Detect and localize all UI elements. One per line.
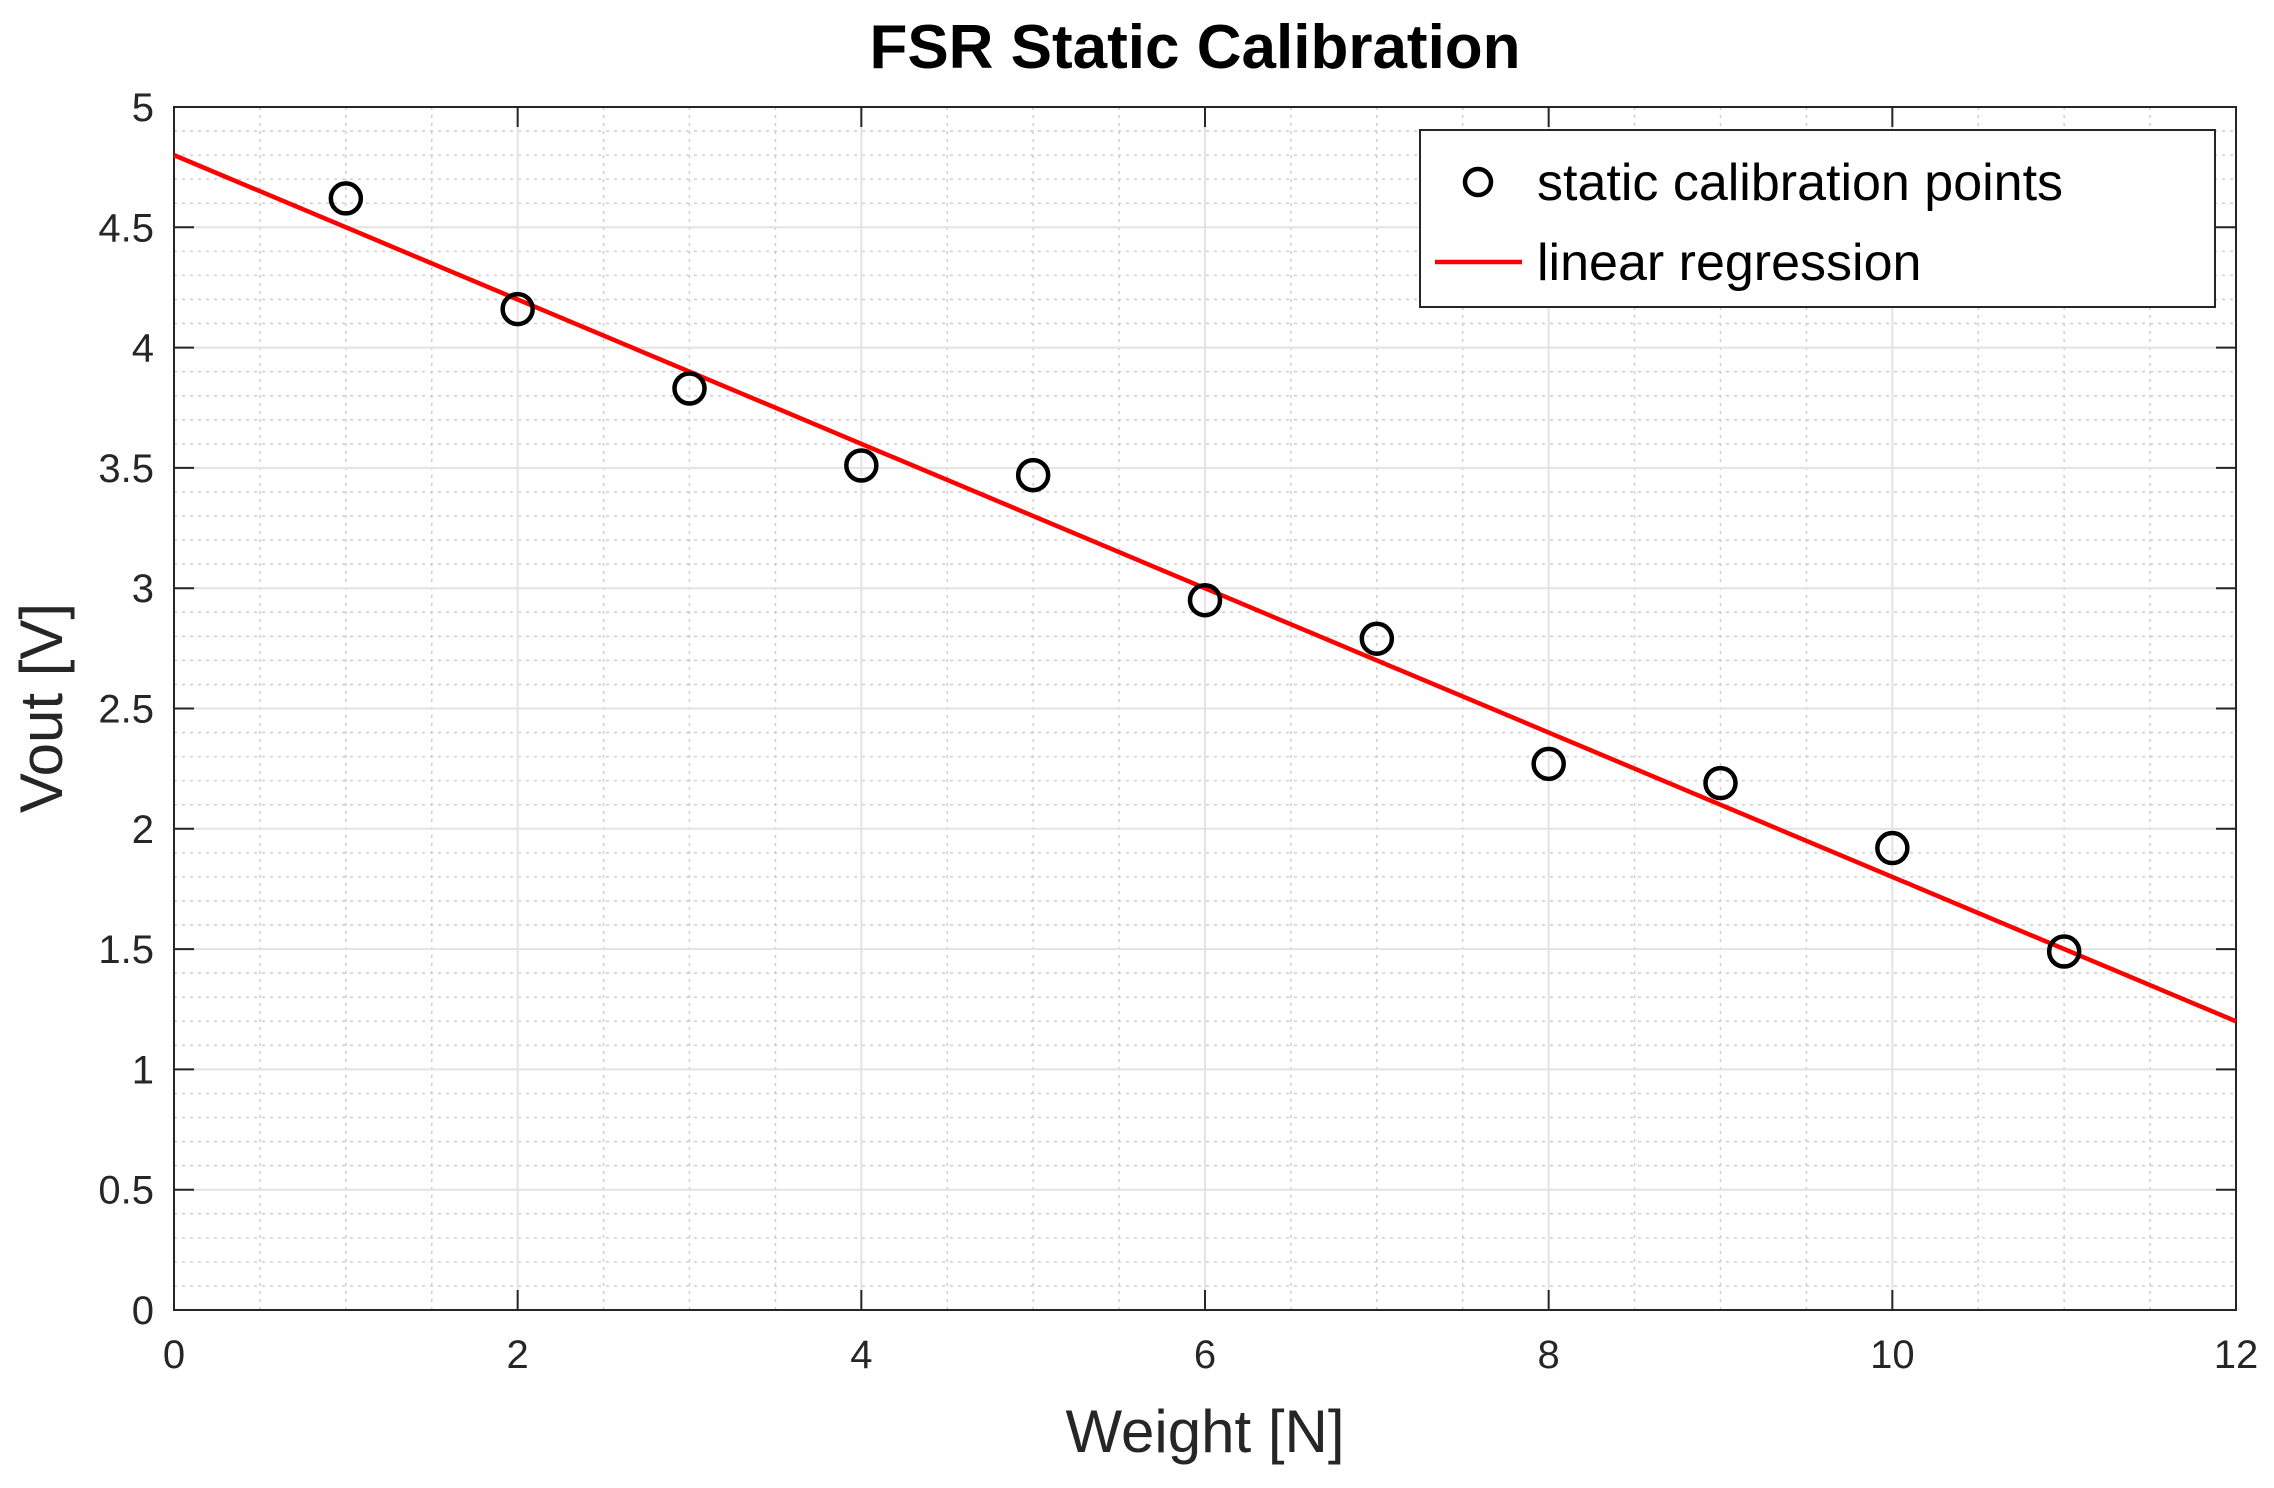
chart-title: FSR Static Calibration xyxy=(869,13,1520,82)
x-tick-label: 2 xyxy=(507,1333,529,1377)
calibration-point xyxy=(1703,765,1738,801)
legend-label-calibration-points: static calibration points xyxy=(1537,154,2063,212)
y-tick-label: 1 xyxy=(132,1048,154,1092)
calibration-point xyxy=(2046,934,2082,969)
y-tick-label: 1.5 xyxy=(98,928,154,972)
x-tick-label: 8 xyxy=(1538,1333,1560,1377)
calibration-point xyxy=(1359,621,1395,656)
y-tick-label: 5 xyxy=(132,86,154,130)
y-tick-labels: 0 0.5 1 1.5 2 2.5 3 3.5 4 4.5 5 xyxy=(98,86,154,1333)
x-tick-label: 10 xyxy=(1870,1333,1915,1377)
x-axis-label: Weight [N] xyxy=(1066,1398,1345,1465)
calibration-point xyxy=(500,291,535,327)
calibration-point xyxy=(1015,457,1051,493)
legend: static calibration points linear regress… xyxy=(1419,129,2216,308)
calibration-point xyxy=(1875,830,1910,866)
legend-label-linear-regression: linear regression xyxy=(1537,234,1921,292)
calibration-point xyxy=(328,181,364,216)
calibration-point xyxy=(844,448,879,483)
x-tick-label: 12 xyxy=(2214,1333,2259,1377)
tick-marks xyxy=(173,106,2237,1311)
y-tick-label: 2 xyxy=(132,808,154,852)
y-tick-label: 3.5 xyxy=(98,447,154,491)
y-tick-label: 0 xyxy=(132,1289,154,1333)
regression-line xyxy=(173,153,2237,1024)
y-tick-label: 3 xyxy=(132,567,154,611)
x-tick-labels: 0 2 4 6 8 10 12 xyxy=(163,1333,2258,1377)
x-tick-label: 0 xyxy=(163,1333,185,1377)
calibration-point xyxy=(672,371,707,406)
y-tick-label: 4.5 xyxy=(98,206,154,250)
y-tick-label: 4 xyxy=(132,327,154,371)
calibration-point xyxy=(1531,746,1566,782)
y-tick-label: 2.5 xyxy=(98,688,154,732)
legend-marker-circle-icon xyxy=(1462,166,1494,198)
x-tick-label: 6 xyxy=(1194,1333,1216,1377)
y-tick-label: 0.5 xyxy=(98,1169,154,1213)
legend-box xyxy=(1419,129,2216,308)
series-layer xyxy=(173,153,2237,1024)
y-axis-label: Vout [V] xyxy=(8,603,75,813)
calibration-point xyxy=(1187,582,1223,618)
x-tick-label: 4 xyxy=(850,1333,872,1377)
